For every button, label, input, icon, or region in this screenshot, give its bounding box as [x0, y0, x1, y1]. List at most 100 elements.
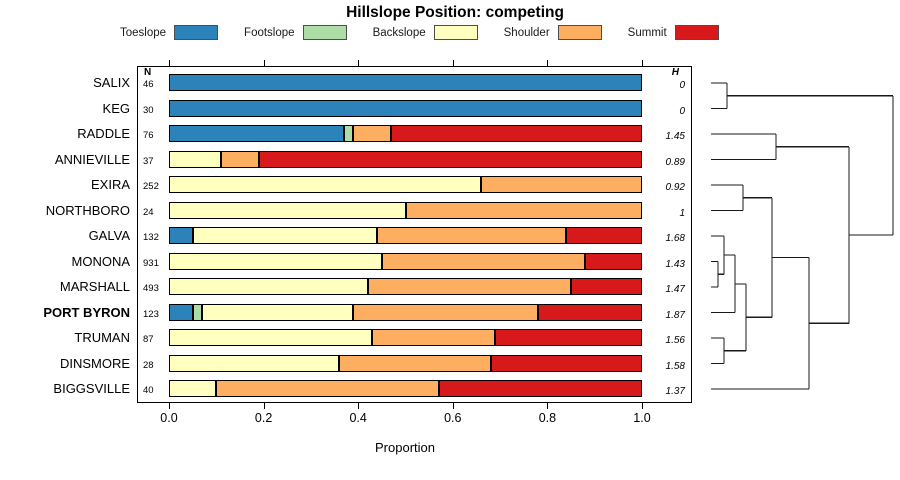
n-value: 123 — [143, 308, 159, 320]
bar-segment-backslope — [169, 252, 382, 270]
top-tick — [169, 60, 170, 66]
bar-segment-toeslope — [169, 303, 193, 321]
legend: Toeslope Footslope Backslope Shoulder Summit — [120, 25, 719, 40]
bar-segment-footslope — [344, 125, 354, 142]
tick-label: 0.6 — [444, 411, 462, 425]
bar-segment-backslope — [192, 227, 378, 244]
legend-item: Shoulder — [504, 25, 602, 40]
legend-item: Footslope — [244, 25, 347, 40]
n-value: 46 — [143, 79, 154, 90]
top-tick — [547, 60, 549, 66]
top-tick — [642, 60, 643, 66]
bar-segment-shoulder — [481, 176, 642, 193]
row-label: MONONA — [71, 253, 131, 269]
h-value: 1 — [679, 207, 685, 219]
bar-segment-backslope — [169, 150, 222, 168]
row-label: SALIX — [93, 75, 130, 90]
bar-segment-backslope — [169, 380, 217, 397]
h-value: 0.92 — [665, 182, 685, 193]
n-value: 87 — [143, 334, 154, 345]
h-value: 0 — [679, 80, 685, 91]
legend-label: Shoulder — [503, 26, 550, 39]
bar-segment-summit — [585, 252, 642, 270]
bar-segment-shoulder — [372, 329, 496, 346]
row-label: ANNIEVILLE — [54, 151, 130, 167]
bar-segment-summit — [438, 380, 642, 397]
bar-segment-shoulder — [381, 252, 586, 270]
legend-swatch — [174, 25, 219, 40]
row-label: BIGGSVILLE — [53, 381, 130, 396]
stacked-bar — [169, 329, 642, 346]
h-value: 1.43 — [665, 258, 685, 270]
stacked-bar — [169, 380, 642, 397]
h-value: 1.45 — [665, 131, 685, 142]
bar-segment-shoulder — [221, 150, 259, 168]
bar-segment-summit — [537, 303, 642, 321]
stacked-bar — [169, 227, 642, 244]
legend-label: Toeslope — [120, 26, 167, 39]
bar-segment-backslope — [169, 329, 373, 346]
n-value: 132 — [143, 232, 159, 243]
bar-segment-footslope — [192, 303, 203, 321]
bar-segment-toeslope — [169, 227, 193, 244]
bar-segment-toeslope — [169, 74, 642, 91]
row-label: PORT BYRON — [43, 304, 130, 320]
stacked-bar — [169, 99, 642, 117]
bar-segment-backslope — [169, 201, 406, 219]
h-value: 1.47 — [665, 284, 685, 295]
legend-swatch — [302, 25, 347, 40]
h-value: 0 — [679, 105, 685, 117]
legend-label: Summit — [627, 26, 667, 39]
tick-label: 0.8 — [538, 411, 557, 425]
legend-swatch — [674, 25, 719, 40]
bottom-tick — [358, 403, 360, 409]
stacked-bar — [169, 125, 642, 142]
top-tick — [263, 60, 265, 66]
row-label: TRUMAN — [74, 330, 130, 345]
bottom-tick — [263, 403, 265, 409]
bar-segment-shoulder — [216, 380, 439, 397]
legend-swatch — [433, 25, 478, 40]
n-value: 931 — [143, 257, 159, 269]
legend-label: Footslope — [244, 26, 295, 39]
plot-frame — [137, 66, 692, 403]
chart-title: Hillslope Position: competing — [346, 4, 564, 21]
bar-segment-shoulder — [353, 303, 538, 321]
bar-segment-summit — [490, 354, 642, 372]
x-axis-title: Proportion — [375, 440, 435, 455]
bar-segment-backslope — [202, 303, 354, 321]
row-label: MARSHALL — [59, 279, 130, 294]
bar-segment-shoulder — [353, 125, 392, 142]
stacked-bar — [169, 74, 642, 91]
stacked-bar — [169, 354, 642, 372]
row-label: RADDLE — [77, 126, 130, 141]
row-label: GALVA — [88, 228, 130, 243]
n-value: 493 — [143, 283, 159, 294]
legend-item: Toeslope — [120, 25, 219, 40]
stacked-bar — [169, 303, 642, 321]
row-label: NORTHBORO — [45, 202, 130, 218]
legend-item: Summit — [628, 25, 719, 40]
bar-segment-summit — [258, 150, 642, 168]
h-value: 1.68 — [665, 233, 685, 244]
h-value: 1.58 — [665, 360, 685, 372]
legend-swatch — [557, 25, 602, 40]
n-value: 40 — [143, 385, 154, 396]
bar-segment-backslope — [169, 176, 482, 193]
n-value: 28 — [143, 359, 154, 371]
tick-label: 0.4 — [349, 411, 367, 425]
bar-segment-summit — [391, 125, 642, 142]
stacked-bar — [169, 176, 642, 193]
row-label: DINSMORE — [59, 355, 130, 371]
bar-segment-summit — [571, 278, 642, 295]
stacked-bar — [169, 278, 642, 295]
bar-segment-toeslope — [169, 125, 344, 142]
n-value: 30 — [143, 104, 154, 116]
bar-segment-backslope — [169, 354, 340, 372]
h-value: 1.87 — [665, 309, 685, 321]
top-tick — [358, 60, 360, 66]
bar-segment-shoulder — [377, 227, 567, 244]
top-tick — [452, 60, 454, 66]
stacked-bar — [169, 252, 642, 270]
bar-segment-backslope — [169, 278, 368, 295]
